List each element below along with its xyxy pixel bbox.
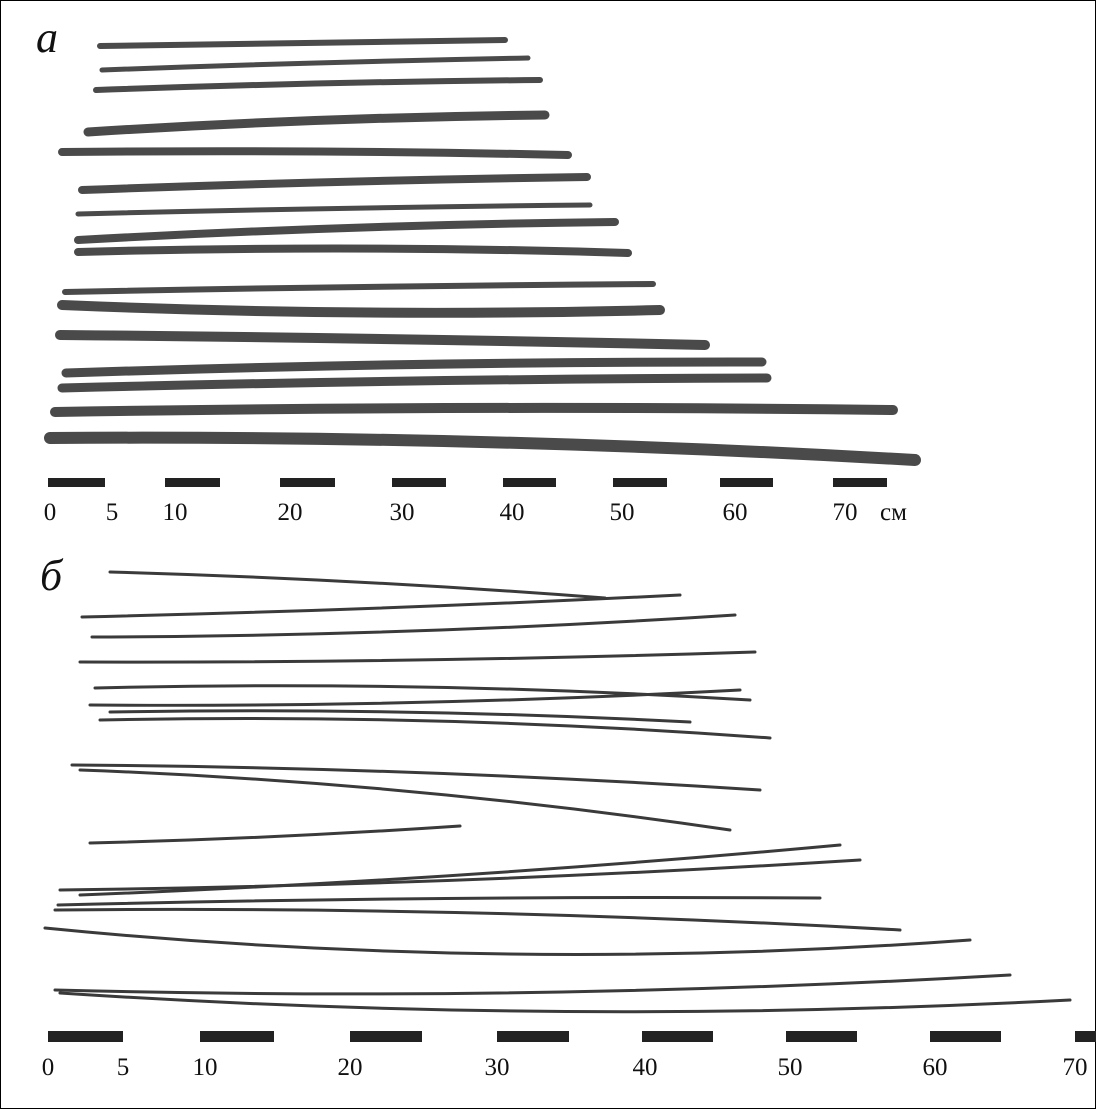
scale-label: 60	[723, 499, 748, 526]
scale-label: 40	[633, 1054, 658, 1081]
scale-bar: 0 5 10 20 30 40 50 60 70	[44, 478, 887, 526]
scale-label: 50	[610, 499, 635, 526]
scale-segment	[1075, 1031, 1096, 1042]
scale-label: 40	[500, 499, 525, 526]
scale-segment	[930, 1031, 1001, 1042]
stem	[108, 570, 607, 600]
stem	[93, 77, 543, 93]
scale-label: 20	[338, 1054, 363, 1081]
scale-label: 0	[42, 1054, 55, 1081]
scale-label: 5	[117, 1054, 130, 1081]
stem	[75, 202, 593, 217]
scale-label: 50	[778, 1054, 803, 1081]
stem	[83, 110, 550, 137]
stem	[88, 688, 742, 707]
stem	[90, 613, 737, 639]
scale-segment	[350, 1031, 422, 1042]
stem	[57, 373, 772, 393]
stem	[44, 431, 921, 466]
stem	[70, 763, 762, 792]
scale-segment	[48, 1031, 123, 1042]
stem	[74, 218, 619, 244]
stem	[99, 55, 531, 73]
scale-label: 70	[1063, 1054, 1088, 1081]
stem	[61, 357, 767, 378]
scale-segment	[200, 1031, 274, 1042]
stems-panel-a	[44, 37, 921, 466]
stem	[43, 926, 972, 956]
stem	[58, 858, 862, 892]
scale-label: 20	[278, 499, 303, 526]
stem	[80, 593, 682, 619]
stem	[78, 768, 732, 832]
stem	[58, 991, 1072, 1014]
stem	[78, 843, 842, 897]
stem	[98, 716, 772, 740]
scale-label: 30	[390, 499, 415, 526]
stem	[78, 173, 591, 194]
stem	[50, 402, 898, 417]
scale-segment	[503, 478, 556, 487]
stem	[55, 330, 710, 350]
stem	[97, 37, 508, 49]
stem	[53, 907, 902, 932]
stem	[58, 147, 572, 159]
scale-segment	[48, 478, 105, 487]
scale-segment	[786, 1031, 857, 1042]
stem	[57, 300, 665, 318]
scale-segment	[165, 478, 220, 487]
scale-segment	[642, 1031, 713, 1042]
scale-label: 30	[485, 1054, 510, 1081]
stem	[62, 281, 656, 295]
scale-bar: 0 5 10 20 30 40 50 60 70	[42, 1031, 1096, 1081]
scale-label: 5	[106, 499, 119, 526]
scale-label: 60	[923, 1054, 948, 1081]
stems-panel-b	[43, 570, 1072, 1014]
scale-label: 10	[193, 1054, 218, 1081]
stem	[53, 973, 1012, 996]
scale-segment	[720, 478, 773, 487]
stem	[78, 650, 757, 664]
stem	[108, 709, 692, 724]
scale-label: 10	[163, 499, 188, 526]
scale-segment	[613, 478, 667, 487]
scale-segment	[497, 1031, 569, 1042]
scale-segment	[833, 478, 887, 487]
stem	[56, 895, 822, 907]
scale-label: 70	[833, 499, 858, 526]
panel-label: а	[36, 13, 58, 62]
stem	[74, 244, 632, 257]
scale-label: 0	[44, 499, 57, 526]
stem	[88, 824, 462, 845]
scale-segment	[392, 478, 446, 487]
panel-label: б	[40, 551, 64, 600]
unit-label: см	[880, 499, 907, 526]
scale-segment	[280, 478, 335, 487]
